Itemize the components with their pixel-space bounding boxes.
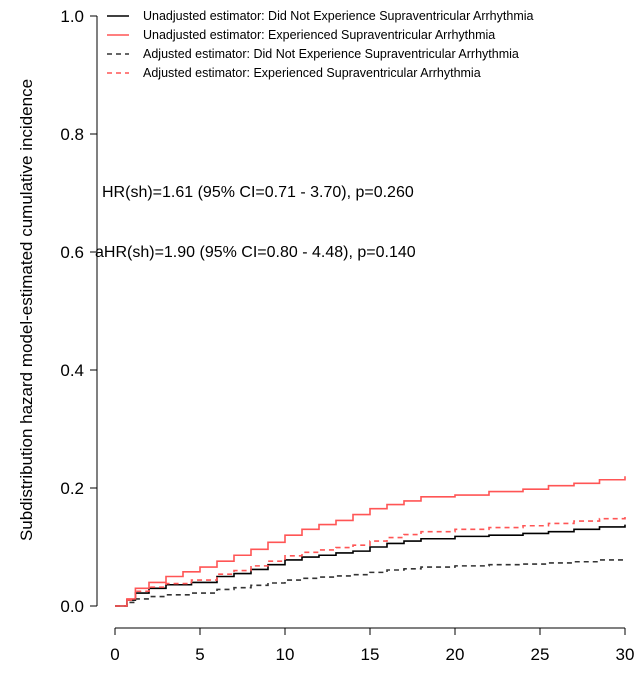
series-layer — [115, 476, 626, 607]
legend-label-0: Unadjusted estimator: Did Not Experience… — [143, 9, 534, 23]
annotation-ahr: aHR(sh)=1.90 (95% CI=0.80 - 4.48), p=0.1… — [95, 244, 416, 261]
x-tick-label: 15 — [361, 645, 380, 664]
y-tick-label: 0.2 — [60, 479, 84, 498]
y-tick-label: 0.6 — [60, 243, 84, 262]
legend-label-3: Adjusted estimator: Experienced Supraven… — [143, 66, 481, 80]
y-axis-label: Subdistribution hazard model-estimated c… — [17, 79, 36, 541]
x-tick-label: 0 — [110, 645, 119, 664]
y-tick-label: 0.0 — [60, 597, 84, 616]
y-tick-label: 1.0 — [60, 7, 84, 26]
legend-label-1: Unadjusted estimator: Experienced Suprav… — [143, 28, 495, 42]
x-tick-label: 5 — [195, 645, 204, 664]
legend-label-2: Adjusted estimator: Did Not Experience S… — [143, 47, 519, 61]
series-line-1 — [115, 476, 626, 607]
x-tick-label: 25 — [531, 645, 550, 664]
y-tick-label: 0.8 — [60, 125, 84, 144]
x-tick-label: 10 — [276, 645, 295, 664]
annotation-hr: HR(sh)=1.61 (95% CI=0.71 - 3.70), p=0.26… — [102, 184, 414, 201]
legend: Unadjusted estimator: Did Not Experience… — [107, 9, 534, 80]
x-tick-label: 20 — [446, 645, 465, 664]
x-tick-label: 30 — [616, 645, 635, 664]
series-line-0 — [115, 524, 626, 607]
axes: 0.0 0.2 0.4 0.6 0.8 1.0 0 5 10 15 20 25 30 — [60, 7, 634, 664]
series-line-3 — [115, 516, 626, 607]
y-tick-label: 0.4 — [60, 361, 84, 380]
